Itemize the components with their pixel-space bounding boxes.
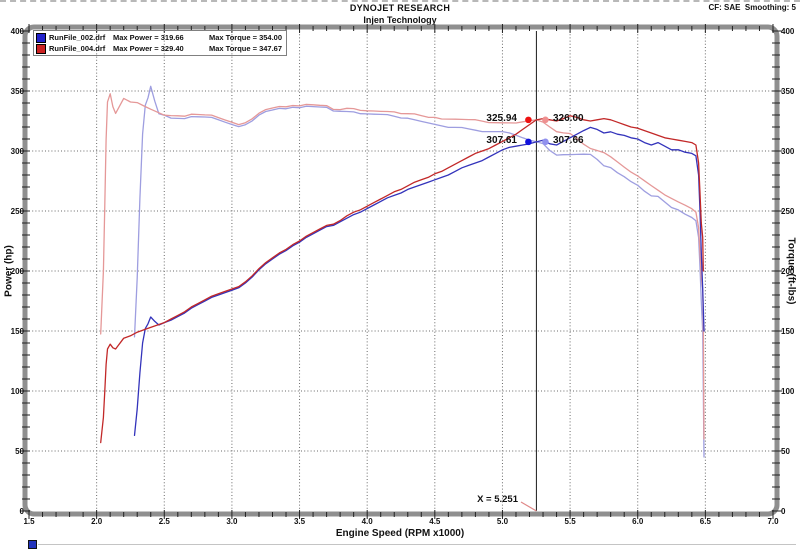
run002-torque-curve <box>133 85 705 458</box>
y-tick-label-right: 200 <box>781 267 795 276</box>
cursor-dot-run004-torque <box>542 116 549 124</box>
run004-torque-curve <box>100 93 705 440</box>
y-tick-label-right: 250 <box>781 207 795 216</box>
y-tick-label-left: 150 <box>11 327 25 336</box>
x-tick-label: 4.5 <box>429 517 441 526</box>
y-tick-label-left: 400 <box>11 27 25 36</box>
report-subtitle: Injen Technology <box>363 15 437 25</box>
x-tick-label: 6.0 <box>632 517 644 526</box>
y-tick-label-right: 350 <box>781 87 795 96</box>
x-axis-title: Engine Speed (RPM x1000) <box>335 528 465 539</box>
right-y-axis-title: Torque (ft-lbs) <box>785 237 797 305</box>
y-tick-label-right: 100 <box>781 387 795 396</box>
run002-filename: RunFile_002.drf <box>49 33 106 42</box>
x-tick-label: 2.5 <box>159 517 171 526</box>
x-tick-label: 4.0 <box>362 517 374 526</box>
y-tick-label-left: 300 <box>11 147 25 156</box>
cutoff-divider-line <box>38 544 796 545</box>
run002-max-torque: Max Torque = 354.00 <box>209 33 283 42</box>
run002-power-curve <box>133 126 705 437</box>
run004-color-swatch <box>36 43 46 54</box>
cursor-value-red-power: 325.94 <box>486 113 517 124</box>
cursor-value-red-torque: 326.00 <box>553 113 584 124</box>
y-tick-label-right: 150 <box>781 327 795 336</box>
run004-power-curve <box>100 115 704 444</box>
run004-max-torque: Max Torque = 347.67 <box>209 44 283 53</box>
cursor-leader-line <box>520 501 537 512</box>
y-tick-label-right: 400 <box>781 27 795 36</box>
cursor-dot-run002-torque <box>542 138 549 146</box>
cursor-value-blue-torque: 307.66 <box>553 135 584 146</box>
run004-max-power: Max Power = 329.40 <box>113 44 184 53</box>
left-y-axis-title: Power (hp) <box>3 245 15 297</box>
x-tick-label: 2.0 <box>91 517 103 526</box>
report-title: DYNOJET RESEARCH <box>349 3 451 13</box>
cursor-value-blue-power: 307.61 <box>486 135 517 146</box>
correction-smoothing-label: CF: SAE Smoothing: 5 <box>708 3 796 12</box>
x-tick-label: 1.5 <box>23 517 35 526</box>
top-dashed-border <box>0 0 800 2</box>
y-tick-label-left: 250 <box>11 207 25 216</box>
y-tick-label-left: 0 <box>20 507 25 516</box>
x-tick-label: 5.5 <box>565 517 577 526</box>
x-tick-label: 6.5 <box>700 517 712 526</box>
y-tick-label-right: 0 <box>781 507 786 516</box>
legend-row-run004: RunFile_004.drf Max Power = 329.40 Max T… <box>36 43 282 54</box>
y-tick-label-left: 200 <box>11 267 25 276</box>
cursor-dot-run004-power <box>525 116 532 124</box>
run002-color-swatch <box>36 32 46 43</box>
y-tick-label-left: 350 <box>11 87 25 96</box>
run002-max-power: Max Power = 319.66 <box>113 33 184 42</box>
x-tick-label: 3.5 <box>294 517 306 526</box>
run-legend: RunFile_002.drf Max Power = 319.66 Max T… <box>33 30 288 56</box>
y-tick-label-right: 300 <box>781 147 795 156</box>
y-tick-label-left: 100 <box>11 387 25 396</box>
x-tick-label: 5.0 <box>497 517 509 526</box>
cursor-x-value-label: X = 5.251 <box>477 494 518 505</box>
cursor-dot-run002-power <box>525 138 532 146</box>
y-tick-label-left: 50 <box>15 447 24 456</box>
x-tick-label: 3.0 <box>226 517 238 526</box>
x-tick-label: 7.0 <box>767 517 779 526</box>
legend-row-run002: RunFile_002.drf Max Power = 319.66 Max T… <box>36 32 282 43</box>
y-tick-label-right: 50 <box>781 447 790 456</box>
run004-filename: RunFile_004.drf <box>49 44 106 53</box>
